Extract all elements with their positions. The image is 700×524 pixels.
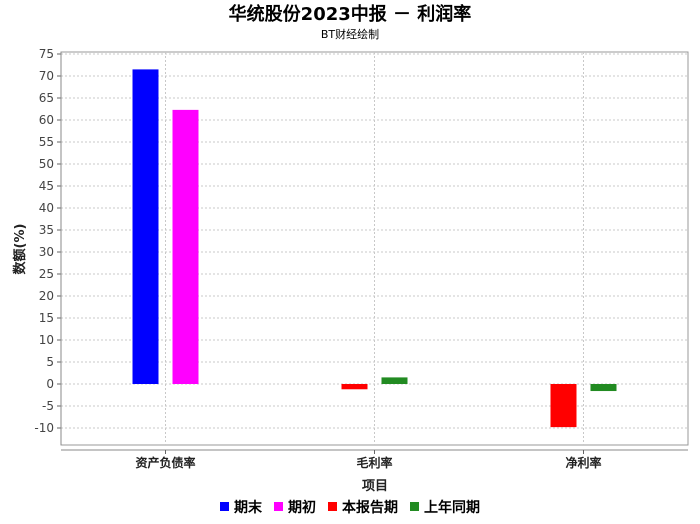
y-tick-label: 15 xyxy=(39,311,54,325)
x-axis: 资产负债率 毛利率 净利率 xyxy=(61,449,688,470)
bar xyxy=(381,377,408,384)
x-tick-label: 毛利率 xyxy=(356,455,392,470)
legend-label: 上年同期 xyxy=(424,499,480,516)
legend-swatch xyxy=(328,502,337,511)
legend: 期末 期初 本报告期 上年同期 xyxy=(220,499,480,516)
legend-label: 本报告期 xyxy=(342,499,398,516)
bar xyxy=(550,384,577,428)
gridlines xyxy=(61,52,688,445)
y-tick-label: 65 xyxy=(39,91,54,105)
y-tick-label: 35 xyxy=(39,223,54,237)
legend-swatch xyxy=(220,502,229,511)
y-tick-label: 75 xyxy=(39,47,54,61)
y-tick-label: 20 xyxy=(39,289,54,303)
y-tick-label: 30 xyxy=(39,245,54,259)
legend-label: 期末 xyxy=(234,499,263,516)
y-axis-label: 数额(%) xyxy=(12,224,28,275)
y-tick-label: 40 xyxy=(39,201,54,215)
bar xyxy=(172,109,199,384)
y-tick-label: -10 xyxy=(34,421,54,435)
y-axis: -10 -5 0 5 10 15 20 25 30 35 40 45 50 55 60 65 70 75 xyxy=(34,47,62,445)
x-tick-label: 净利率 xyxy=(565,455,601,470)
y-tick-label: 0 xyxy=(46,377,54,391)
legend-swatch xyxy=(410,502,419,511)
bar xyxy=(590,384,617,392)
y-tick-label: 25 xyxy=(39,267,54,281)
bars xyxy=(132,69,617,428)
legend-label: 期初 xyxy=(288,499,316,516)
x-axis-label: 项目 xyxy=(362,479,388,494)
y-tick-label: 50 xyxy=(39,157,54,171)
y-tick-label: 60 xyxy=(39,113,54,127)
chart-title: 华统股份2023中报 － 利润率 xyxy=(229,3,472,25)
legend-swatch xyxy=(274,502,283,511)
y-tick-label: -5 xyxy=(42,399,54,413)
bar xyxy=(132,69,159,385)
y-tick-label: 55 xyxy=(39,135,54,149)
y-tick-label: 70 xyxy=(39,69,54,83)
y-tick-label: 45 xyxy=(39,179,54,193)
y-tick-label: 10 xyxy=(39,333,54,347)
bar xyxy=(341,384,368,390)
chart-subtitle: BT财经绘制 xyxy=(321,27,379,41)
y-tick-label: 5 xyxy=(46,355,54,369)
x-tick-label: 资产负债率 xyxy=(135,455,195,470)
